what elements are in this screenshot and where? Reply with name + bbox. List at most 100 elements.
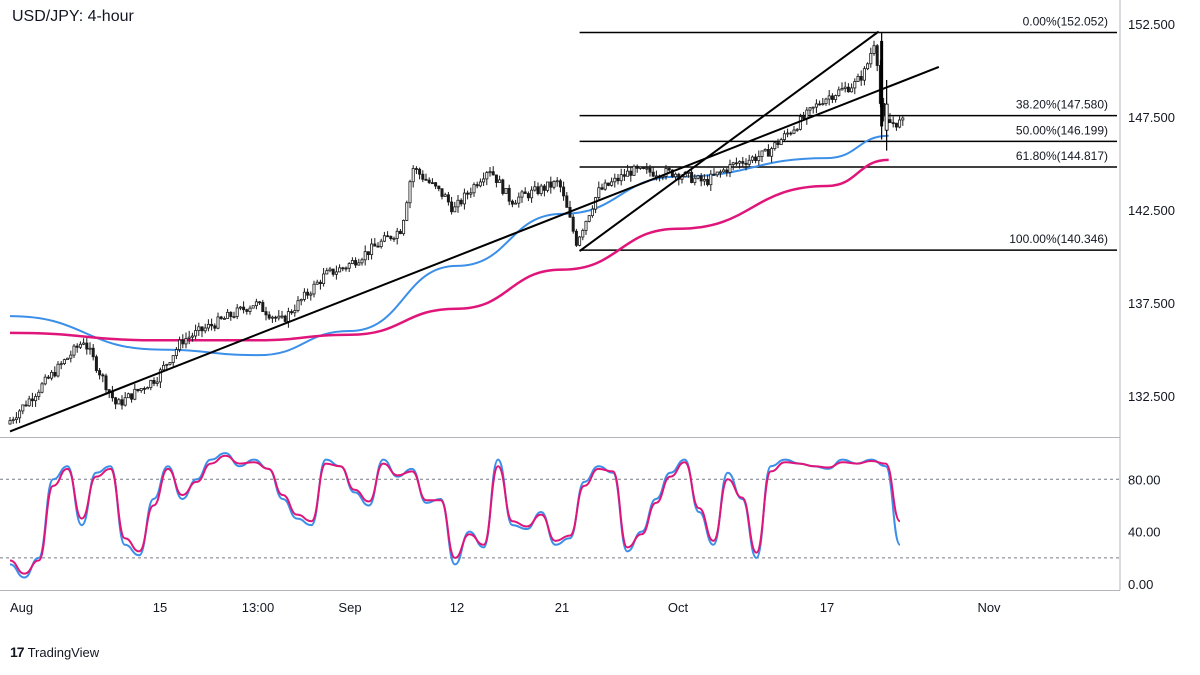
time-tick-label: Oct (668, 600, 689, 615)
candle-body (411, 168, 415, 183)
candle-body (507, 187, 511, 202)
candle-body (517, 196, 521, 204)
candle-body (776, 142, 780, 145)
candle-body (402, 219, 406, 235)
candle-body (616, 177, 620, 182)
candle-body (626, 170, 630, 177)
fib-level-label: 50.00%(146.199) (1016, 123, 1108, 137)
candle-body (498, 179, 502, 183)
candle-body (254, 301, 258, 307)
candle-body (382, 235, 386, 242)
candle-body (11, 419, 15, 422)
candle-body (56, 363, 60, 377)
candle-body (802, 116, 806, 119)
candle-body (328, 268, 332, 272)
candle-body (40, 383, 44, 393)
candle-body (898, 119, 902, 128)
candle-body (82, 342, 86, 345)
candle-body (827, 95, 831, 100)
candle-body (434, 182, 438, 187)
candle-body (350, 260, 354, 264)
candle-body (472, 184, 476, 194)
candle-body (130, 393, 134, 400)
candle-body (491, 171, 495, 176)
candle-body (331, 268, 335, 275)
candle-body (699, 175, 703, 182)
candle-body (360, 259, 364, 264)
candle-body (504, 187, 508, 194)
candle-body (216, 316, 220, 329)
candle-body (238, 306, 242, 309)
price-tick-label: 147.500 (1128, 110, 1175, 125)
candle-body (245, 309, 249, 312)
trendlines[interactable] (9, 30, 940, 433)
candle-body (277, 315, 281, 319)
candle-body (69, 354, 73, 359)
candle-body (747, 159, 751, 165)
fib-level-label: 0.00%(152.052) (1023, 15, 1108, 29)
candle-body (837, 89, 841, 96)
candle-body (408, 181, 412, 204)
candle-body (610, 181, 614, 186)
candle-body (171, 355, 175, 363)
candle-body (549, 181, 553, 188)
candle-body (309, 293, 313, 296)
time-tick-label: 12 (450, 600, 464, 615)
time-tick-label: 15 (153, 600, 167, 615)
time-tick-label: Aug (10, 600, 33, 615)
time-tick-label: Nov (977, 600, 1001, 615)
candle-body (181, 339, 185, 345)
candle-body (155, 381, 159, 384)
candle-body (158, 369, 162, 383)
candle-body (546, 181, 550, 191)
candle-body (261, 302, 265, 313)
fibonacci-retracement[interactable]: 0.00%(152.052) 38.20%(147.580) 50.00%(146.… (579, 15, 1117, 251)
candle-body (533, 186, 537, 191)
candle-body (85, 342, 89, 350)
price-axis-labels: 152.500 147.500 142.500 137.500 132.500 80.00… (1128, 17, 1175, 592)
candle-body (24, 404, 28, 407)
candle-body (670, 169, 674, 178)
candle-body (581, 230, 585, 238)
candle-body (27, 398, 31, 407)
candle-body (14, 417, 18, 421)
candle-body (395, 230, 399, 239)
candle-body (805, 109, 809, 119)
candle-body (709, 173, 713, 186)
candle-body (651, 171, 655, 177)
candle-body (574, 230, 578, 246)
stoch-d-line (9, 454, 901, 575)
candle-body (357, 262, 361, 266)
candle-body (197, 326, 201, 331)
candle-body (584, 220, 588, 231)
candle-body (286, 311, 290, 322)
candle-body (571, 216, 575, 232)
candle-body (782, 133, 786, 140)
candle-body (37, 391, 41, 397)
candle-body (536, 186, 540, 195)
time-tick-label: Sep (338, 600, 361, 615)
candle-body (846, 86, 850, 93)
stoch-tick-label: 80.00 (1128, 472, 1161, 487)
candle-body (267, 314, 271, 319)
candle-body (59, 363, 63, 366)
candle-body (354, 260, 358, 266)
candle-body (795, 128, 799, 131)
candle-body (98, 370, 102, 376)
candle-body (347, 263, 351, 269)
price-tick-label: 142.500 (1128, 203, 1175, 218)
candle-body (373, 243, 377, 247)
candle-body (619, 174, 623, 182)
candle-body (462, 192, 466, 205)
price-tick-label: 152.500 (1128, 17, 1175, 32)
candle-body (50, 371, 54, 379)
candle-body (283, 315, 287, 322)
candle-body (437, 185, 441, 190)
candle-body (206, 323, 210, 329)
stoch-k-line (9, 452, 901, 579)
candle-body (520, 191, 524, 198)
price-tick-label: 132.500 (1128, 389, 1175, 404)
candle-body (450, 201, 454, 213)
candle-body (606, 182, 610, 186)
